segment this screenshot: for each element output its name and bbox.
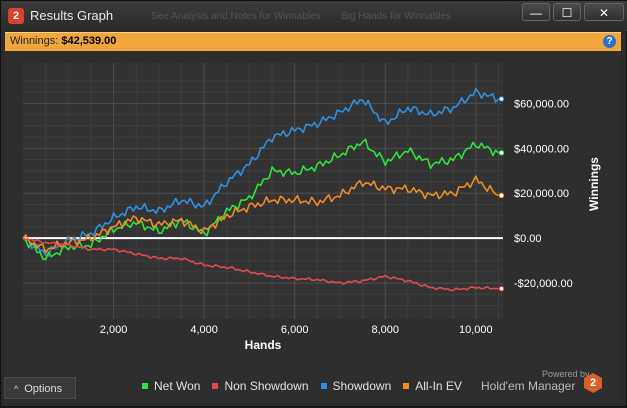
background-tab-1: See Analysis and Notes for Winnables (151, 11, 321, 22)
window-title: Results Graph (30, 8, 114, 23)
legend-item-non_showdown[interactable]: Non Showdown (212, 379, 309, 393)
plot-area (23, 63, 503, 319)
winnings-label: Winnings: (10, 35, 59, 47)
legend-label: All-In EV (415, 379, 462, 393)
chart-legend: Net Won Non Showdown Showdown All-In EV (142, 379, 462, 393)
brand-name: Hold'em Manager (481, 379, 576, 393)
y-tick-label: $60,000.00 (514, 98, 569, 110)
options-button[interactable]: ^ Options (4, 377, 76, 399)
x-tick-label: 2,000 (100, 324, 128, 336)
hem-logo-icon: 2 (584, 373, 602, 393)
x-tick-labels: 2,000 4,000 6,000 8,000 10,000 (100, 324, 493, 336)
series-line-non_showdown (22, 237, 499, 292)
series-end-point (498, 192, 505, 199)
series-line-showdown (22, 87, 500, 257)
x-tick-label: 6,000 (281, 324, 309, 336)
winnings-banner: Winnings: $42,539.00 ? (5, 32, 621, 51)
winnings-summary: Winnings: $42,539.00 (10, 35, 116, 47)
chevron-up-icon: ^ (14, 384, 19, 394)
help-icon[interactable]: ? (603, 35, 616, 48)
legend-item-all_in_ev[interactable]: All-In EV (403, 379, 462, 393)
series-line-net_won (22, 138, 500, 261)
winnings-value: $42,539.00 (61, 35, 117, 47)
legend-label: Showdown (332, 379, 392, 393)
y-tick-label: $0.00 (514, 233, 542, 245)
legend-swatch (403, 383, 410, 389)
legend-swatch (320, 383, 327, 389)
app-logo-icon: 2 (8, 8, 24, 24)
legend-label: Non Showdown (224, 379, 309, 393)
legend-label: Net Won (154, 379, 201, 393)
series-end-point (498, 285, 505, 292)
x-axis-label: Hands (245, 338, 282, 352)
title-bar[interactable]: 2 Results Graph See Analysis and Notes f… (1, 1, 627, 31)
maximize-button[interactable]: ☐ (553, 3, 581, 21)
y-tick-label: $20,000.00 (514, 188, 569, 200)
y-axis-label: Winnings (587, 157, 601, 211)
y-tick-label: -$20,000.00 (514, 278, 573, 290)
minimize-button[interactable]: — (522, 3, 550, 21)
y-tick-labels: $60,000.00 $40,000.00 $20,000.00 $0.00 -$20,… (514, 98, 573, 290)
y-tick-label: $40,000.00 (514, 143, 569, 155)
window-controls: — ☐ ✕ (522, 3, 624, 21)
close-button[interactable]: ✕ (584, 3, 624, 21)
x-tick-label: 8,000 (371, 324, 399, 336)
legend-item-showdown[interactable]: Showdown (320, 379, 392, 393)
series-end-point (498, 96, 505, 102)
legend-swatch (142, 383, 148, 389)
options-label: Options (24, 383, 63, 395)
background-tab-2: Big Hands for Winnables (341, 11, 452, 22)
legend-swatch (212, 383, 219, 389)
series-lines (22, 87, 505, 292)
x-tick-label: 4,000 (190, 324, 218, 336)
series-line-all_in_ev (22, 175, 499, 254)
series-end-point (498, 150, 505, 156)
x-tick-label: 10,000 (459, 324, 493, 336)
powered-by-text: Powered by (542, 369, 590, 379)
legend-item-net_won[interactable]: Net Won (142, 379, 200, 393)
